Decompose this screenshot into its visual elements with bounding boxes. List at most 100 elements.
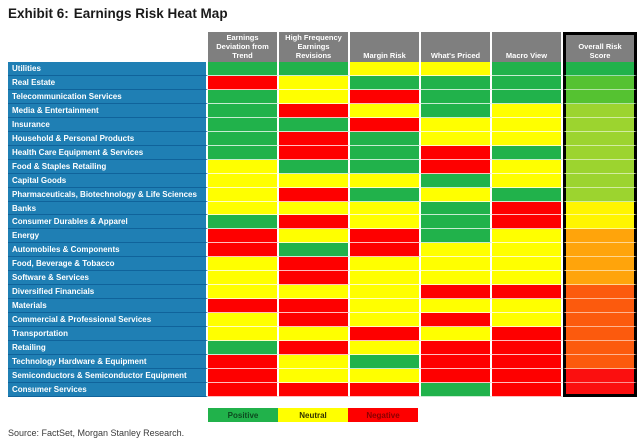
exhibit-title-text: Earnings Risk Heat Map [73, 6, 228, 21]
rating-cell-negative [208, 355, 279, 369]
rating-cell-positive [279, 243, 350, 258]
rating-cell-negative [350, 229, 421, 244]
rating-cell-negative [279, 145, 350, 160]
overall-risk-cell [563, 299, 637, 314]
rating-cell-neutral [350, 285, 421, 300]
rating-cell-negative [421, 313, 492, 328]
sector-label: Capital Goods [8, 173, 208, 188]
column-header: Earnings Deviation from Trend [208, 32, 279, 62]
rating-cell-negative [279, 341, 350, 356]
rating-cell-negative [492, 201, 563, 216]
legend-item-negative: Negative [348, 408, 418, 422]
rating-cell-neutral [350, 103, 421, 118]
heatmap-row: Diversified Financials [8, 285, 637, 300]
rating-cell-positive [421, 201, 492, 216]
overall-risk-cell [563, 355, 637, 369]
rating-cell-neutral [208, 313, 279, 328]
sector-label: Semiconductors & Semiconductor Equipment [8, 368, 208, 383]
exhibit-title: Exhibit 6: Earnings Risk Heat Map [8, 6, 228, 21]
overall-risk-cell [563, 229, 637, 244]
sector-label: Telecommunication Services [8, 89, 208, 104]
overall-risk-cell [563, 201, 637, 216]
rating-cell-neutral [421, 131, 492, 146]
heatmap-row: Consumer Durables & Apparel [8, 215, 637, 230]
rating-cell-neutral [279, 368, 350, 383]
source-note: Source: FactSet, Morgan Stanley Research… [8, 428, 185, 438]
overall-risk-cell [563, 243, 637, 258]
rating-cell-neutral [492, 159, 563, 174]
rating-cell-negative [279, 215, 350, 230]
rating-cell-negative [492, 368, 563, 383]
rating-cell-neutral [350, 299, 421, 314]
rating-cell-negative [279, 131, 350, 146]
rating-cell-positive [208, 145, 279, 160]
overall-risk-cell [563, 271, 637, 286]
rating-cell-neutral [350, 173, 421, 188]
rating-cell-positive [350, 75, 421, 90]
rating-cell-neutral [492, 131, 563, 146]
sector-label: Insurance [8, 117, 208, 132]
heatmap-row: Consumer Services [8, 382, 637, 397]
rating-cell-neutral [279, 75, 350, 90]
rating-cell-positive [492, 145, 563, 160]
rating-cell-neutral [350, 368, 421, 383]
heatmap-row: Materials [8, 299, 637, 314]
rating-cell-positive [350, 159, 421, 174]
heatmap-row: Real Estate [8, 75, 637, 90]
overall-risk-cell [563, 62, 637, 76]
rating-cell-neutral [208, 285, 279, 300]
sector-label: Household & Personal Products [8, 131, 208, 146]
rating-cell-negative [350, 243, 421, 258]
rating-cell-positive [492, 75, 563, 90]
heatmap-table: Earnings Deviation from Trend High Freque… [8, 32, 637, 397]
rating-cell-negative [421, 368, 492, 383]
rating-cell-positive [492, 62, 563, 76]
rating-cell-neutral [421, 62, 492, 76]
rating-cell-neutral [492, 173, 563, 188]
rating-cell-positive [492, 89, 563, 104]
rating-cell-neutral [421, 117, 492, 132]
rating-cell-negative [421, 355, 492, 369]
sector-label: Utilities [8, 62, 208, 76]
rating-cell-negative [421, 341, 492, 356]
rating-cell-neutral [492, 299, 563, 314]
exhibit-number: Exhibit 6: [8, 6, 69, 21]
sector-label: Automobiles & Components [8, 243, 208, 258]
heatmap-row: Automobiles & Components [8, 243, 637, 258]
rating-cell-negative [279, 271, 350, 286]
rating-cell-neutral [350, 257, 421, 272]
overall-risk-cell [563, 285, 637, 300]
rating-cell-neutral [208, 201, 279, 216]
rating-cell-negative [421, 145, 492, 160]
heatmap-row: Telecommunication Services [8, 89, 637, 104]
heatmap-row: Banks [8, 201, 637, 216]
overall-risk-cell [563, 187, 637, 202]
rating-cell-positive [279, 117, 350, 132]
rating-cell-positive [208, 89, 279, 104]
rating-cell-neutral [208, 159, 279, 174]
sector-label: Banks [8, 201, 208, 216]
rating-cell-negative [208, 243, 279, 258]
heatmap-row: Retailing [8, 341, 637, 356]
heatmap-row: Pharmaceuticals, Biotechnology & Life Sc… [8, 187, 637, 202]
heatmap-row: Energy [8, 229, 637, 244]
rating-cell-neutral [350, 201, 421, 216]
rating-cell-negative [421, 285, 492, 300]
rating-cell-negative [279, 187, 350, 202]
rating-cell-negative [421, 159, 492, 174]
sector-label: Consumer Services [8, 382, 208, 397]
rating-cell-negative [279, 299, 350, 314]
overall-risk-cell [563, 257, 637, 272]
overall-risk-cell [563, 89, 637, 104]
rating-cell-positive [279, 159, 350, 174]
sector-label: Consumer Durables & Apparel [8, 215, 208, 230]
overall-risk-cell [563, 341, 637, 356]
overall-risk-cell [563, 145, 637, 160]
rating-cell-negative [350, 327, 421, 342]
rating-cell-neutral [492, 313, 563, 328]
rating-cell-positive [421, 103, 492, 118]
rating-cell-negative [492, 285, 563, 300]
rating-cell-positive [208, 131, 279, 146]
heatmap-row: Food, Beverage & Tobacco [8, 257, 637, 272]
